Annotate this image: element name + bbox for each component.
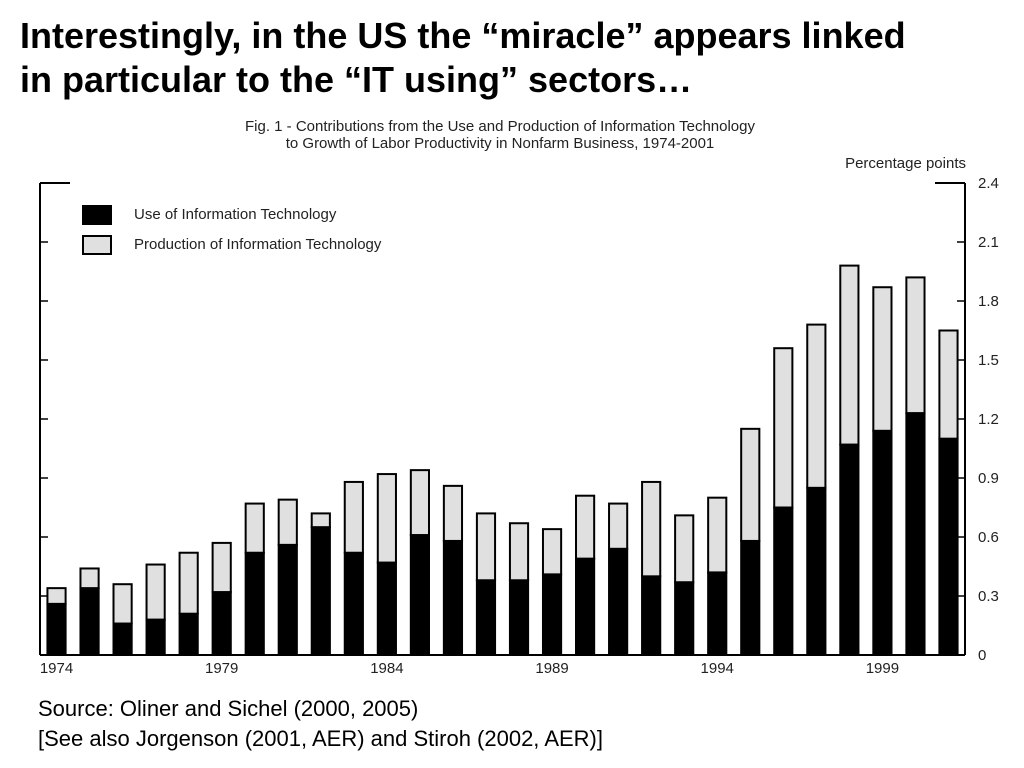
bar-production-it [872, 286, 893, 432]
bar-production-it [277, 498, 298, 546]
bar-production-it [938, 329, 959, 440]
bar-production-it [79, 567, 100, 590]
bar-use-it [310, 526, 331, 657]
bar-use-it [740, 539, 761, 657]
legend-label-production: Production of Information Technology [134, 236, 382, 253]
source-line2: [See also Jorgenson (2001, AER) and Stir… [38, 726, 603, 751]
slide-title: Interestingly, in the US the “miracle” a… [20, 14, 1010, 102]
source-note: Source: Oliner and Sichel (2000, 2005) [… [38, 694, 603, 754]
bar-use-it [905, 412, 926, 656]
y-tick-label: 0.3 [978, 588, 999, 605]
bar-use-it [475, 579, 497, 656]
bar-use-it [343, 551, 364, 657]
bar-production-it [541, 528, 563, 576]
bar-use-it [575, 557, 596, 657]
bar-production-it [145, 563, 166, 621]
bar-production-it [442, 484, 464, 542]
bar-production-it [575, 494, 596, 560]
y-tick-label: 2.1 [978, 234, 999, 251]
slide-title-line1: Interestingly, in the US the “miracle” a… [20, 15, 906, 56]
legend-label-use: Use of Information Technology [134, 206, 337, 223]
bar-use-it [674, 581, 695, 657]
bar-production-it [343, 480, 364, 554]
x-tick-label: 1989 [535, 660, 568, 677]
bar-use-it [442, 539, 464, 657]
x-tick-label: 1984 [370, 660, 403, 677]
bar-production-it [773, 347, 794, 509]
x-tick-label: 1994 [701, 660, 734, 677]
bar-production-it [508, 522, 530, 582]
y-tick-label: 0.9 [978, 470, 999, 487]
bar-production-it [310, 512, 331, 529]
bar-use-it [46, 602, 67, 656]
bar-use-it [707, 571, 728, 657]
y-tick-label: 0 [978, 647, 986, 664]
y-tick-label: 1.8 [978, 293, 999, 310]
bar-production-it [740, 427, 761, 542]
bar-production-it [641, 480, 662, 578]
bar-use-it [872, 429, 893, 656]
bar-use-it [178, 612, 199, 657]
bar-use-it [641, 575, 662, 656]
y-tick-label: 2.4 [978, 175, 999, 192]
bar-use-it [773, 506, 794, 656]
bar-production-it [475, 512, 497, 582]
bar-use-it [409, 534, 430, 656]
y-tick-label: 1.2 [978, 411, 999, 428]
chart-title-line1: Fig. 1 - Contributions from the Use and … [245, 118, 755, 135]
bar-use-it [938, 437, 959, 656]
bar-use-it [508, 579, 530, 656]
source-line1: Source: Oliner and Sichel (2000, 2005) [38, 696, 419, 721]
bar-production-it [178, 551, 199, 615]
bar-use-it [839, 443, 860, 657]
bar-production-it [244, 502, 265, 554]
bar-use-it [376, 561, 397, 656]
bar-production-it [806, 323, 827, 489]
bar-production-it [839, 264, 860, 446]
bar-use-it [541, 573, 563, 656]
bar-production-it [608, 502, 629, 550]
bar-production-it [707, 496, 728, 574]
x-tick-label: 1999 [866, 660, 899, 677]
y-axis-label: Percentage points [845, 155, 966, 172]
legend-swatch-use [82, 205, 112, 225]
bar-use-it [244, 551, 265, 657]
bar-production-it [409, 469, 430, 537]
x-tick-label: 1979 [205, 660, 238, 677]
chart-title: Fig. 1 - Contributions from the Use and … [140, 118, 860, 152]
bar-use-it [608, 547, 629, 656]
y-tick-label: 0.6 [978, 529, 999, 546]
bar-use-it [806, 486, 827, 657]
chart-title-line2: to Growth of Labor Productivity in Nonfa… [285, 135, 715, 152]
bar-use-it [211, 591, 232, 656]
slide-title-line2: in particular to the “IT using” sectors… [20, 59, 693, 100]
y-tick-label: 1.5 [978, 352, 999, 369]
bar-production-it [46, 587, 67, 605]
bar-production-it [905, 276, 926, 415]
x-tick-label: 1974 [40, 660, 73, 677]
bar-use-it [79, 587, 100, 657]
bar-use-it [277, 543, 298, 656]
legend-swatch-production [82, 235, 112, 255]
bar-production-it [376, 473, 397, 564]
bar-production-it [674, 514, 695, 584]
bar-production-it [112, 583, 133, 625]
bar-production-it [211, 541, 232, 594]
